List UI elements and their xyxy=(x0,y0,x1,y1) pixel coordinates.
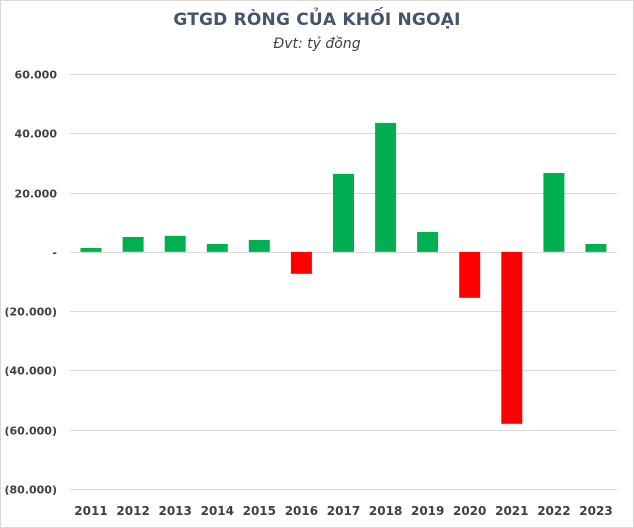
x-tick-label: 2018 xyxy=(369,504,402,518)
bar-2016 xyxy=(290,251,312,274)
bar-2019 xyxy=(417,232,439,252)
y-tick-label: - xyxy=(52,247,57,260)
x-tick-label: 2019 xyxy=(411,504,444,518)
y-tick-label: (40.000) xyxy=(4,365,57,378)
bar-2021 xyxy=(501,251,523,424)
bar-2011 xyxy=(80,248,102,252)
bar-2023 xyxy=(585,243,607,252)
y-tick-label: 60.000 xyxy=(15,69,58,82)
bar-2012 xyxy=(122,237,144,252)
y-tick-label: (80.000) xyxy=(4,484,57,497)
x-tick-label: 2023 xyxy=(579,504,612,518)
y-tick-label: (20.000) xyxy=(4,306,57,319)
x-tick-label: 2017 xyxy=(327,504,360,518)
bar-2015 xyxy=(248,240,270,252)
y-tick-label: 40.000 xyxy=(15,128,58,141)
x-tick-label: 2011 xyxy=(74,504,107,518)
x-tick-label: 2015 xyxy=(243,504,276,518)
bar-2013 xyxy=(164,235,186,252)
bar-2018 xyxy=(375,122,397,252)
gridlines xyxy=(70,74,617,490)
bar-2020 xyxy=(459,251,481,298)
x-tick-label: 2022 xyxy=(537,504,570,518)
bar-2014 xyxy=(206,243,228,252)
x-tick-label: 2020 xyxy=(453,504,486,518)
y-tick-label: (60.000) xyxy=(4,425,57,438)
y-axis-labels: 60.000 40.000 20.000 - (20.000) (40.000) (60.0… xyxy=(4,69,57,497)
x-tick-label: 2021 xyxy=(495,504,528,518)
x-tick-label: 2014 xyxy=(201,504,234,518)
chart-subtitle: Đvt: tỷ đồng xyxy=(273,36,361,52)
x-tick-label: 2016 xyxy=(285,504,318,518)
x-axis-labels: 2011 2012 2013 2014 2015 2016 2017 2018 2019 2020… xyxy=(74,504,612,518)
bars xyxy=(80,122,607,424)
bar-2022 xyxy=(543,173,565,252)
y-tick-label: 20.000 xyxy=(15,188,58,201)
x-tick-label: 2012 xyxy=(116,504,149,518)
chart-title: GTGD RÒNG CỦA KHỐI NGOẠI xyxy=(173,10,461,30)
x-tick-label: 2013 xyxy=(158,504,191,518)
bar-2017 xyxy=(333,173,354,252)
